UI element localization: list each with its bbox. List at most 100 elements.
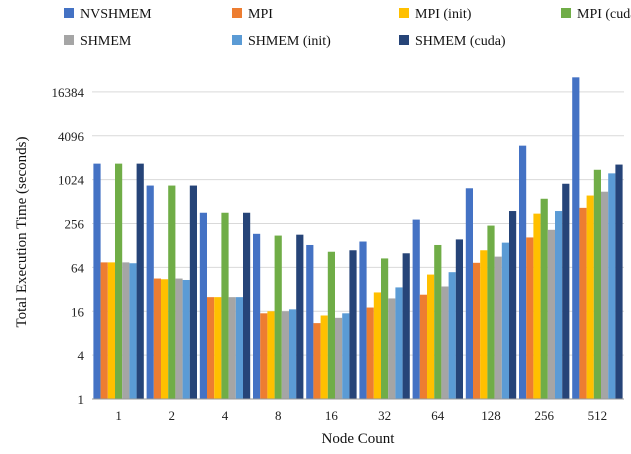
bar (228, 297, 236, 399)
bar (501, 242, 509, 399)
legend-swatch (399, 8, 409, 18)
bar (296, 234, 304, 399)
bar (199, 212, 207, 399)
legend-item: MPI (init) (399, 7, 472, 22)
bar (93, 163, 101, 399)
y-tick-label: 1 (78, 392, 85, 407)
bar (441, 286, 449, 399)
bar (100, 262, 108, 399)
bar (161, 279, 169, 399)
bar (615, 164, 623, 399)
bar (555, 211, 563, 399)
bar (260, 313, 268, 399)
legend-label: SHMEM (init) (248, 34, 331, 49)
bar (494, 256, 502, 399)
bar (342, 313, 350, 399)
bar (122, 262, 130, 399)
bar (572, 77, 580, 399)
x-tick-label: 16 (325, 408, 339, 423)
x-tick-label: 4 (222, 408, 229, 423)
bar (107, 262, 115, 399)
bar (168, 185, 176, 399)
y-tick-label: 16 (71, 304, 85, 319)
bar (327, 251, 335, 399)
y-tick-label: 4 (78, 348, 85, 363)
bar (412, 219, 420, 399)
x-tick-label: 1 (115, 408, 122, 423)
bars (93, 77, 623, 399)
bar (473, 262, 481, 399)
legend-label: SHMEM (cuda) (415, 34, 506, 49)
bar (359, 241, 367, 399)
bar (593, 169, 601, 399)
bar (381, 258, 389, 399)
legend: NVSHMEM MPI MPI (init) MPI (cuda) SHMEM SHMEM… (64, 7, 631, 49)
bar (427, 274, 435, 399)
bar (608, 173, 616, 399)
bar (136, 163, 144, 399)
y-tick-label: 4096 (58, 129, 85, 144)
bar (487, 225, 495, 399)
bar (533, 213, 541, 399)
bar (335, 317, 343, 399)
bar (586, 195, 594, 399)
bar (320, 315, 328, 399)
bar (562, 183, 570, 399)
bar (540, 198, 548, 399)
y-tick-label: 256 (65, 217, 85, 232)
bar (419, 294, 427, 399)
bar (274, 235, 282, 399)
bar (146, 185, 154, 399)
x-tick-label: 512 (588, 408, 608, 423)
bar (207, 297, 215, 399)
y-tick-label: 16384 (52, 85, 85, 100)
legend-swatch (561, 8, 571, 18)
bar (395, 287, 403, 399)
legend-label: NVSHMEM (80, 7, 152, 22)
bar (366, 307, 374, 399)
bar (509, 211, 517, 399)
bar (349, 250, 357, 399)
bar (189, 185, 197, 399)
bar (480, 250, 488, 399)
y-axis-title: Total Execution Time (seconds) (14, 136, 30, 327)
legend-item: SHMEM (init) (232, 34, 331, 49)
bar (221, 212, 229, 399)
x-tick-label: 128 (481, 408, 501, 423)
bar (373, 292, 381, 399)
y-tick-label: 64 (71, 260, 85, 275)
legend-label: SHMEM (80, 34, 132, 49)
bar (519, 145, 527, 399)
bar (601, 191, 609, 399)
bar (402, 253, 410, 399)
x-tick-label: 64 (431, 408, 445, 423)
y-tick-labels: 1 4 16 64 256 1024 4096 16384 (52, 85, 85, 407)
bar (465, 188, 473, 399)
bar (547, 229, 555, 399)
bar (434, 244, 442, 399)
bar (579, 207, 587, 399)
legend-item: SHMEM (cuda) (399, 34, 506, 49)
legend-label: MPI (248, 7, 273, 22)
legend-swatch (64, 8, 74, 18)
bar (281, 311, 289, 399)
legend-label: MPI (cuda) (577, 7, 631, 22)
bar (526, 237, 534, 399)
legend-swatch (64, 35, 74, 45)
bar (235, 297, 243, 399)
bar (129, 263, 137, 399)
bar (175, 278, 183, 399)
x-tick-label: 8 (275, 408, 282, 423)
legend-item: MPI (cuda) (561, 7, 631, 22)
bar (448, 272, 456, 399)
bar (115, 163, 123, 399)
bar (306, 244, 314, 399)
bar (153, 278, 161, 399)
bar (243, 212, 251, 399)
legend-item: NVSHMEM (64, 7, 152, 22)
bar (455, 239, 463, 399)
x-axis-title: Node Count (322, 431, 396, 447)
bar (289, 309, 297, 399)
bar (214, 297, 222, 399)
